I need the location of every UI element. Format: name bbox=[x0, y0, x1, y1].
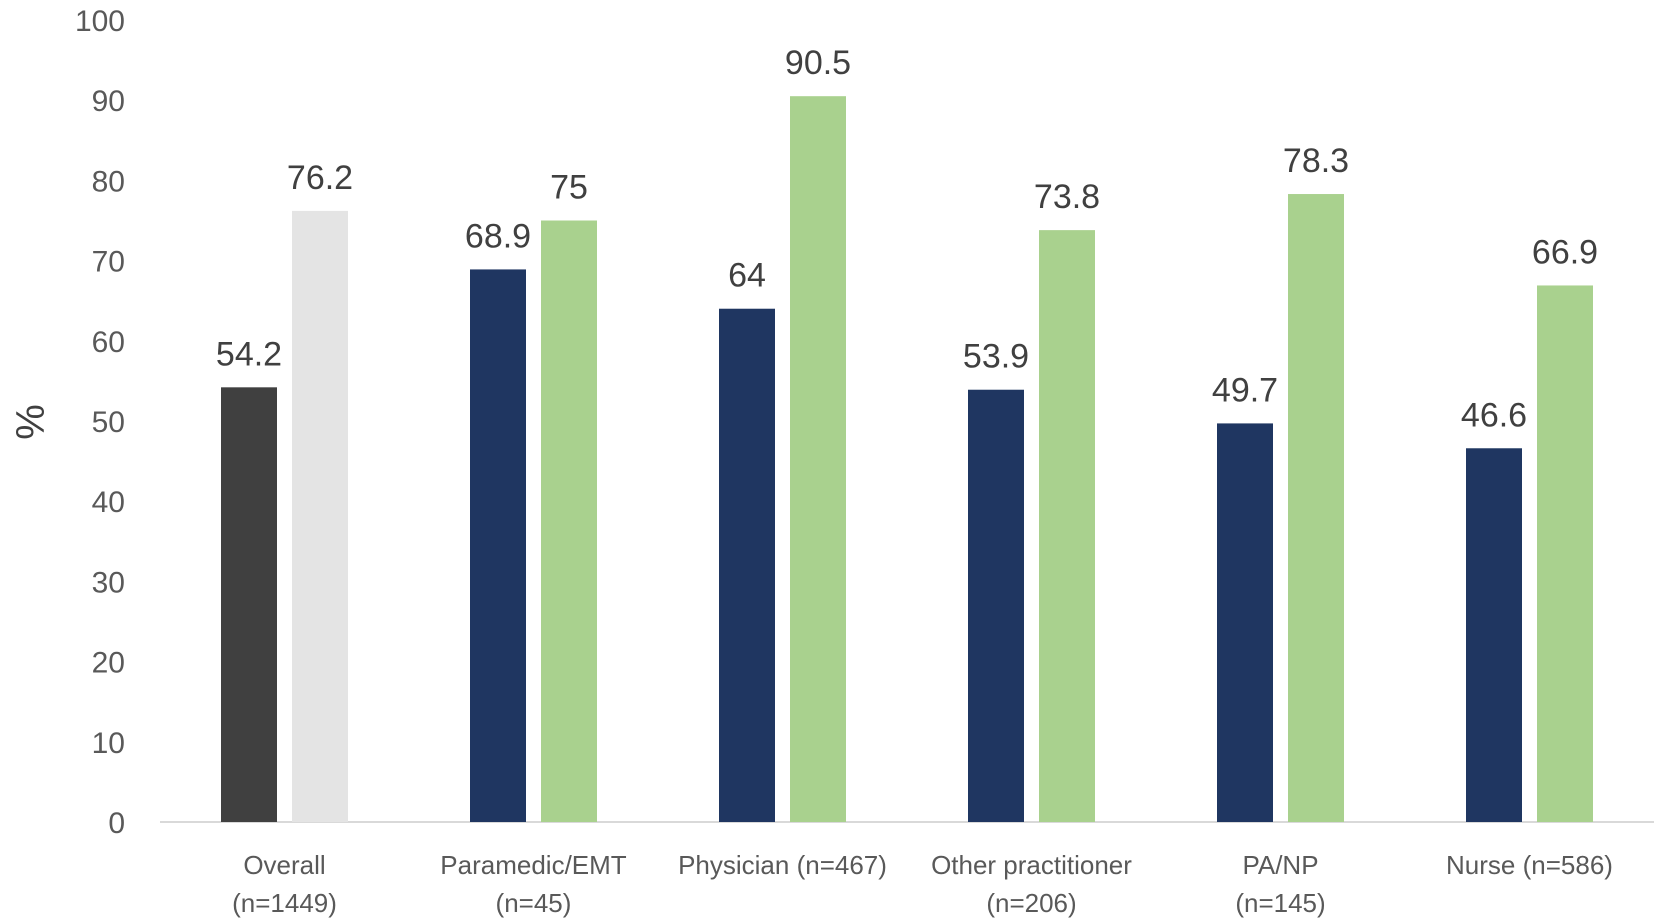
x-tick-label: Overall bbox=[243, 850, 325, 880]
data-label: 73.8 bbox=[1034, 178, 1100, 216]
bar bbox=[1217, 423, 1273, 822]
data-label: 46.6 bbox=[1461, 396, 1527, 434]
bar bbox=[541, 220, 597, 822]
data-label: 78.3 bbox=[1283, 142, 1349, 180]
x-tick-label: PA/NP bbox=[1242, 850, 1318, 880]
y-tick-label: 0 bbox=[108, 807, 125, 840]
y-tick-label: 10 bbox=[92, 727, 125, 760]
y-tick-label: 40 bbox=[92, 486, 125, 519]
x-tick-label: (n=145) bbox=[1235, 888, 1325, 918]
data-label: 66.9 bbox=[1532, 233, 1598, 271]
data-labels: 54.2 76.2 68.9 75 64 90.5 53.9 73.8 49.7 78.3 46.6… bbox=[216, 44, 1598, 434]
data-label: 53.9 bbox=[963, 338, 1029, 376]
data-label: 54.2 bbox=[216, 335, 282, 373]
x-tick-label: (n=206) bbox=[986, 888, 1076, 918]
data-label: 76.2 bbox=[287, 159, 353, 197]
bar bbox=[1039, 230, 1095, 822]
y-tick-label: 60 bbox=[92, 326, 125, 359]
data-label: 49.7 bbox=[1212, 371, 1278, 409]
y-tick-label: 50 bbox=[92, 406, 125, 439]
bar bbox=[790, 96, 846, 822]
bars bbox=[221, 96, 1593, 823]
data-label: 68.9 bbox=[465, 217, 531, 255]
x-tick-label: Other practitioner bbox=[931, 850, 1132, 880]
bar bbox=[221, 387, 277, 822]
y-axis-label: % bbox=[9, 404, 53, 440]
x-tick-label: Paramedic/EMT bbox=[440, 850, 626, 880]
y-axis-ticks: 0 10 20 30 40 50 60 70 80 90 100 bbox=[75, 5, 125, 840]
bar bbox=[1537, 285, 1593, 822]
x-axis-tick-labels: Overall (n=1449) Paramedic/EMT (n=45) Physic… bbox=[232, 850, 1613, 918]
x-tick-label: (n=1449) bbox=[232, 888, 337, 918]
bar bbox=[1288, 194, 1344, 822]
y-tick-label: 100 bbox=[75, 5, 125, 38]
y-tick-label: 20 bbox=[92, 647, 125, 680]
y-tick-label: 90 bbox=[92, 85, 125, 118]
x-tick-label: Physician (n=467) bbox=[678, 850, 887, 880]
data-label: 64 bbox=[728, 257, 766, 295]
x-tick-label: Nurse (n=586) bbox=[1446, 850, 1613, 880]
bar bbox=[968, 389, 1024, 822]
data-label: 75 bbox=[550, 169, 588, 207]
bar bbox=[292, 210, 348, 823]
bar bbox=[719, 308, 775, 823]
bar bbox=[1466, 448, 1522, 822]
y-tick-label: 70 bbox=[92, 246, 125, 279]
bar bbox=[470, 269, 526, 822]
y-tick-label: 30 bbox=[92, 566, 125, 599]
x-tick-label: (n=45) bbox=[496, 888, 572, 918]
data-label: 90.5 bbox=[785, 44, 851, 82]
y-tick-label: 80 bbox=[92, 165, 125, 198]
